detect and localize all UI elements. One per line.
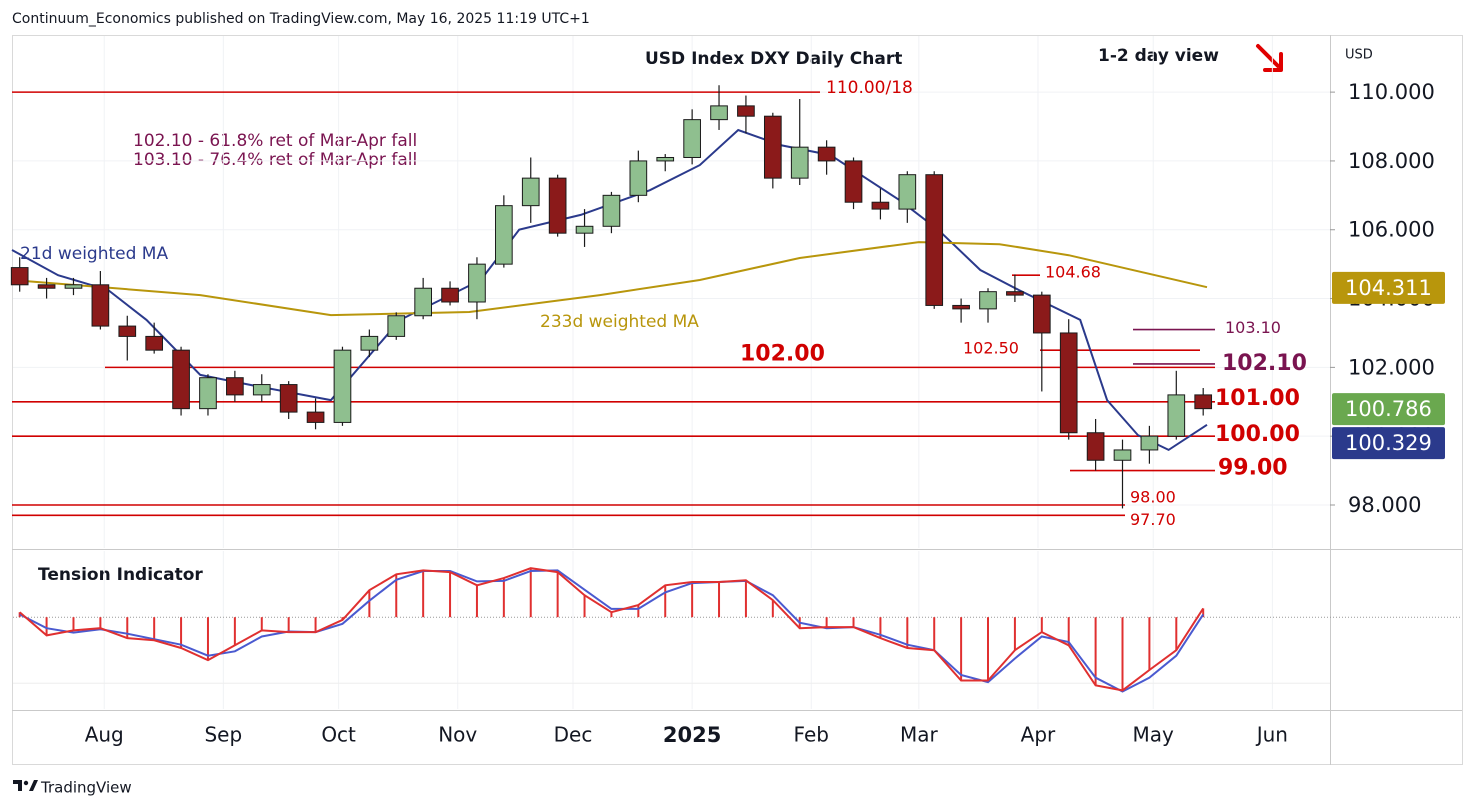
candle-body <box>333 349 352 423</box>
candle-body <box>817 146 836 162</box>
candle-body <box>898 174 917 210</box>
candle-body <box>844 160 863 203</box>
candle-body <box>10 267 29 286</box>
price-badge <box>1332 271 1445 304</box>
x-tick-label: Oct <box>321 723 356 747</box>
candle-body <box>710 105 728 121</box>
level-label: 102.00 <box>740 341 825 366</box>
candle-body <box>575 225 594 234</box>
ma-label: 233d weighted MA <box>540 312 699 332</box>
y-tick-label: 108.000 <box>1348 149 1435 173</box>
candle-body <box>1006 291 1024 296</box>
candle-body <box>360 335 379 351</box>
candle-body <box>37 284 56 289</box>
level-label: 98.00 <box>1130 487 1176 506</box>
candle-body <box>548 177 567 234</box>
x-tick-label: Mar <box>900 723 939 747</box>
candle-body <box>1086 432 1105 461</box>
level-label: 110.00/18 <box>826 78 913 98</box>
price-badge <box>1332 393 1445 426</box>
candle-body <box>468 263 486 303</box>
currency-label: USD <box>1345 48 1373 63</box>
candle-body <box>306 411 325 423</box>
candle-body <box>172 349 190 410</box>
x-tick-label: Nov <box>438 723 477 747</box>
candle-body <box>1167 394 1186 437</box>
candle-body <box>683 119 701 158</box>
candle-body <box>414 287 432 317</box>
y-tick-label: 106.000 <box>1348 218 1435 242</box>
candle-body <box>871 201 890 210</box>
y-tick-label: 102.000 <box>1348 355 1435 379</box>
candle-body <box>1032 294 1051 334</box>
level-label: 102.50 <box>963 339 1019 358</box>
x-tick-label: Jun <box>1255 723 1288 747</box>
x-tick-label: Apr <box>1021 723 1056 747</box>
candle-body <box>925 174 944 306</box>
level-label: 103.10 <box>1225 318 1281 337</box>
tension-line <box>19 567 1205 692</box>
candle-body <box>1194 394 1213 410</box>
pane-title: Tension Indicator <box>38 565 203 585</box>
price-badge-label: 104.311 <box>1345 276 1432 300</box>
candle-body <box>629 160 648 196</box>
candle-body <box>521 177 540 207</box>
candle-body <box>118 325 137 337</box>
level-label: 100.00 <box>1215 422 1300 447</box>
candle-body <box>226 377 244 396</box>
candle-body <box>279 384 298 413</box>
publisher-header: Continuum_Economics published on Trading… <box>12 11 590 27</box>
candle-body <box>1059 332 1078 434</box>
x-tick-label: Feb <box>794 723 829 747</box>
candle-body <box>145 335 164 351</box>
level-label: 102.10 <box>1222 351 1307 376</box>
candle-body <box>387 315 406 337</box>
x-tick-label: 2025 <box>663 723 721 747</box>
moving-average <box>11 128 1208 452</box>
candle-body <box>602 194 621 227</box>
level-label: 104.68 <box>1045 263 1101 282</box>
candle-body <box>91 284 110 327</box>
y-tick-label: 110.000 <box>1348 80 1435 104</box>
frame <box>12 35 1463 765</box>
candle-body <box>495 205 513 265</box>
view-label: 1-2 day view <box>1098 46 1219 66</box>
candle-body <box>952 304 970 310</box>
x-tick-label: May <box>1133 723 1175 747</box>
candle-body <box>441 287 459 303</box>
note: 102.10 - 61.8% ret of Mar-Apr fall <box>133 131 417 151</box>
note: 103.10 - 76.4% ret of Mar-Apr fall <box>133 150 417 170</box>
candle-body <box>656 156 675 162</box>
candle-body <box>64 284 83 289</box>
price-badge-label: 100.329 <box>1345 431 1432 455</box>
level-label: 101.00 <box>1215 386 1300 411</box>
moving-average <box>11 241 1208 317</box>
y-tick-label: 98.000 <box>1348 493 1421 517</box>
tradingview-logo <box>13 780 38 791</box>
candle-body <box>199 377 217 410</box>
ma-label: 21d weighted MA <box>20 244 168 264</box>
candle-body <box>252 384 271 396</box>
level-label: 99.00 <box>1218 456 1288 481</box>
candle-body <box>790 146 809 179</box>
x-tick-label: Aug <box>85 723 124 747</box>
price-badge <box>1332 427 1445 460</box>
direction-arrow <box>1256 44 1283 72</box>
chart-title: USD Index DXY Daily Chart <box>645 49 902 69</box>
candle-body <box>763 115 782 179</box>
candle-body <box>979 291 997 310</box>
x-tick-label: Dec <box>554 723 593 747</box>
candle-body <box>1140 435 1159 451</box>
level-label: 97.70 <box>1130 510 1176 529</box>
candle-body <box>737 105 755 117</box>
x-tick-label: Sep <box>204 723 242 747</box>
price-badge-label: 100.786 <box>1345 397 1432 421</box>
candle-body <box>1113 449 1132 461</box>
footer-brand: TradingView <box>40 779 132 797</box>
